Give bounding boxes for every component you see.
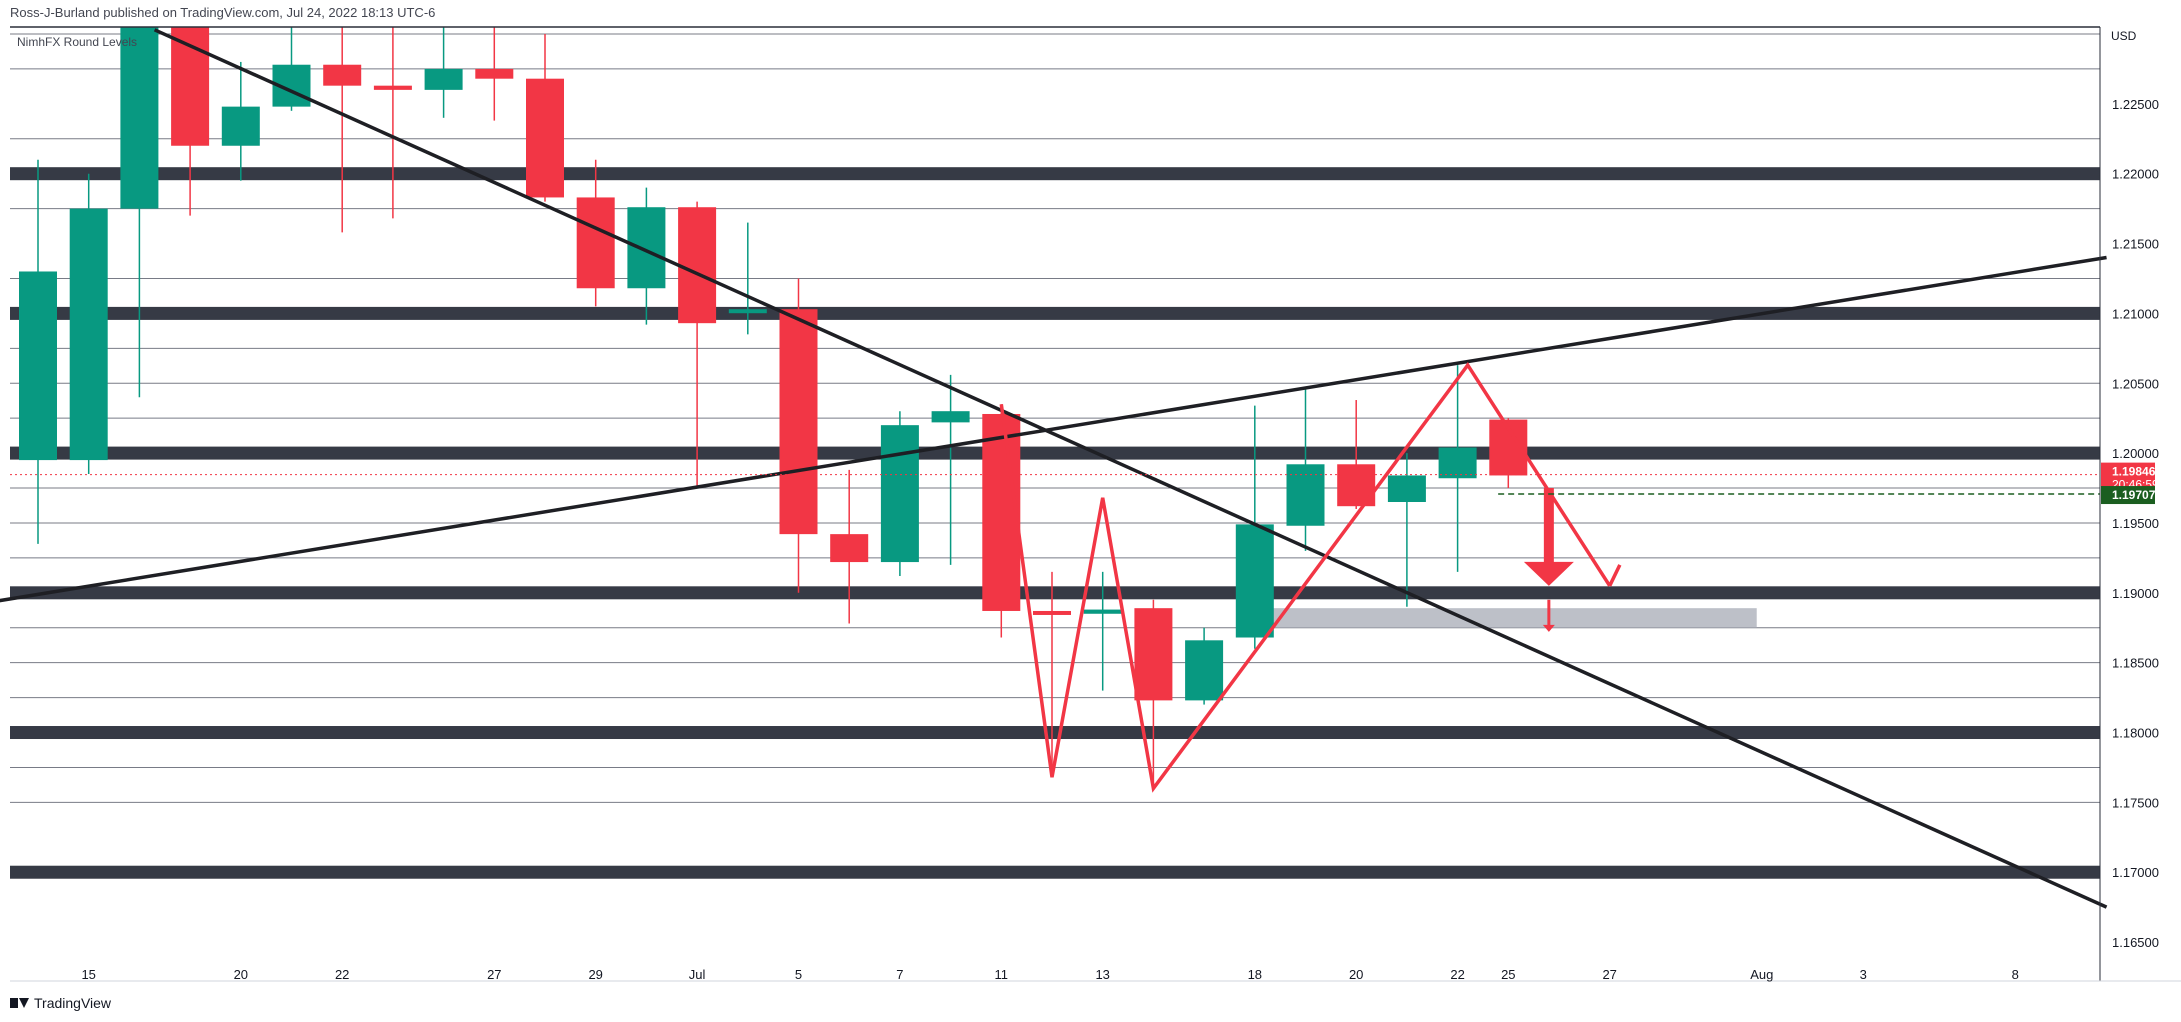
trendlines	[0, 28, 2108, 909]
major-level-band	[10, 865, 2100, 879]
candle-body	[1033, 610, 1071, 615]
candle-body	[1185, 640, 1224, 701]
price-tick-label: 1.17500	[2112, 795, 2159, 810]
time-tick-label: 3	[1860, 967, 1867, 982]
down-arrow-head	[1523, 561, 1574, 586]
candle-body	[830, 534, 869, 563]
price-tick-label: 1.19000	[2112, 586, 2159, 601]
candle-body	[1286, 464, 1325, 526]
price-tick-label: 1.19500	[2112, 516, 2159, 531]
falling-trendline	[153, 28, 2108, 909]
price-tick-label: 1.22500	[2112, 97, 2159, 112]
price-tick-label: 1.18000	[2112, 726, 2159, 741]
target-price-label: 1.19707	[2112, 488, 2156, 502]
major-level-band	[10, 446, 2100, 460]
time-tick-label: 29	[588, 967, 602, 982]
support-zone	[1244, 608, 1757, 628]
candle-body	[19, 271, 57, 461]
time-tick-label: 5	[795, 967, 802, 982]
major-level-band	[10, 306, 2100, 320]
w-pattern-path	[999, 362, 1612, 793]
target-price-tag	[2101, 486, 2155, 505]
currency-label: USD	[2111, 29, 2137, 43]
candle-body	[424, 68, 463, 90]
candle-body	[931, 411, 970, 423]
candle-body	[779, 309, 818, 535]
time-tick-label: 8	[2012, 967, 2019, 982]
major-level-band	[10, 726, 2100, 740]
candle-body	[1235, 524, 1274, 638]
candle-body	[627, 207, 666, 289]
time-tick-label: 11	[995, 967, 1009, 982]
time-tick-label: Aug	[1750, 967, 1773, 982]
price-tick-label: 1.20500	[2112, 376, 2159, 391]
candles	[19, 27, 1528, 789]
price-tick-label: 1.20000	[2112, 446, 2159, 461]
candle-body	[1134, 608, 1173, 701]
price-tick-label: 1.16500	[2112, 935, 2159, 950]
time-tick-label: 22	[335, 967, 349, 982]
candle-body	[728, 309, 767, 314]
price-tick-label: 1.21000	[2112, 306, 2159, 321]
candle-body	[475, 68, 514, 79]
time-tick-label: 7	[896, 967, 903, 982]
price-tick-label: 1.17000	[2112, 865, 2159, 880]
candle-body	[1438, 447, 1477, 479]
hook-stroke	[1608, 564, 1622, 587]
candle-body	[576, 197, 615, 289]
small-arrow-head	[1542, 624, 1555, 632]
candle-body	[120, 27, 159, 209]
major-level-band	[10, 586, 2100, 600]
candle-body	[1387, 475, 1426, 502]
publisher-line: Ross-J-Burland published on TradingView.…	[10, 5, 436, 20]
price-tick-label: 1.21500	[2112, 237, 2159, 252]
candle-body	[221, 106, 260, 146]
candle-body	[526, 78, 564, 198]
time-tick-label: 27	[1602, 967, 1616, 982]
candle-body	[373, 85, 412, 90]
footer: TradingView	[10, 995, 111, 1011]
annotations	[10, 362, 2100, 793]
indicator-label: NimhFX Round Levels	[17, 35, 137, 49]
current-price-label: 1.19846	[2112, 465, 2156, 479]
candle-body	[678, 207, 717, 324]
tradingview-logo-icon	[10, 997, 29, 1009]
brand-label: TradingView	[34, 995, 112, 1011]
price-tick-label: 1.18500	[2112, 656, 2159, 671]
candle-body	[982, 413, 1021, 611]
candle-body	[1083, 609, 1122, 614]
candle-body	[880, 425, 919, 563]
time-tick-label: 22	[1450, 967, 1464, 982]
time-tick-label: 18	[1248, 967, 1262, 982]
time-tick-label: 20	[1349, 967, 1363, 982]
price-tick-label: 1.22000	[2112, 167, 2159, 182]
rising-trendline	[0, 255, 2107, 603]
time-tick-label: 13	[1095, 967, 1109, 982]
major-level-band	[10, 167, 2100, 181]
chart-header: Ross-J-Burland published on TradingView.…	[10, 5, 435, 20]
time-tick-label: 25	[1501, 967, 1515, 982]
axes: 1.22500 1.22000 1.21500 1.21000 1.20500 1.200…	[10, 26, 2181, 982]
candle-body	[323, 64, 362, 86]
time-tick-label: 20	[234, 967, 248, 982]
time-tick-label: 27	[487, 967, 501, 982]
candle-body	[69, 208, 108, 461]
time-tick-label: 15	[81, 967, 95, 982]
time-tick-label: Jul	[689, 967, 706, 982]
